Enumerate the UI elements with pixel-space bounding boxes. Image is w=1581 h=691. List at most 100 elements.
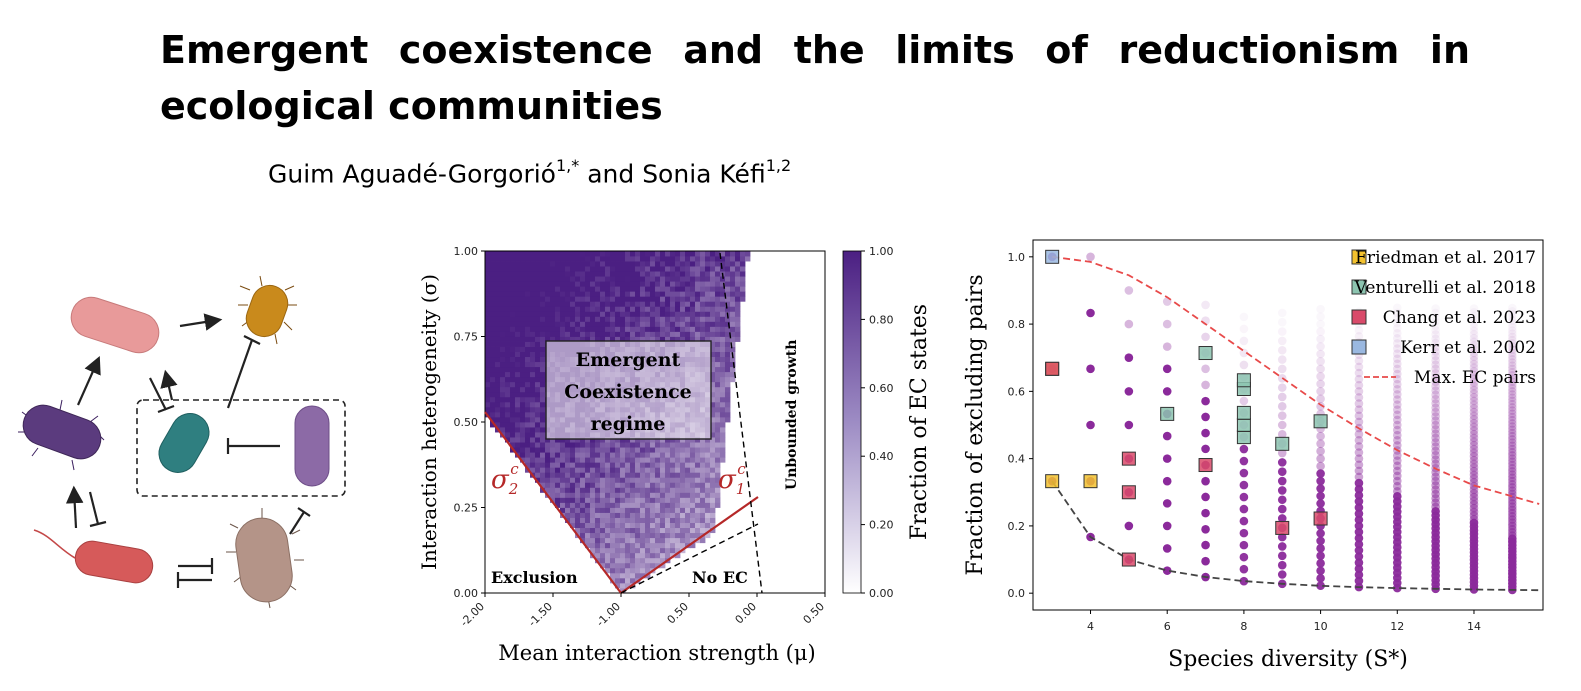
- heatmap-cell: [575, 286, 581, 292]
- heatmap-cell: [665, 532, 671, 539]
- heatmap-cell: [665, 276, 671, 282]
- simulated-dot: [1508, 406, 1517, 415]
- heatmap-cell: [715, 432, 721, 438]
- heatmap-cell: [565, 507, 571, 513]
- heatmap-cell: [615, 301, 621, 307]
- heatmap-cell: [550, 321, 556, 327]
- heatmap-cell: [710, 497, 716, 503]
- heatmap-cell: [585, 537, 591, 544]
- heatmap-cell: [590, 276, 596, 282]
- heatmap-cell: [640, 467, 646, 473]
- heatmap-cell: [660, 462, 666, 468]
- simulated-dot: [1469, 337, 1479, 347]
- heatmap-cell: [700, 281, 706, 287]
- heatmap-cell: [585, 271, 591, 277]
- heatmap-cell: [655, 251, 661, 257]
- heatmap-cell: [565, 256, 571, 262]
- heatmap-cell: [485, 296, 491, 302]
- heatmap-cell: [535, 416, 541, 423]
- heatmap-cell: [660, 291, 666, 297]
- heatmap-cell: [540, 371, 546, 378]
- heatmap-cell: [625, 557, 631, 564]
- heatmap-cell: [535, 422, 541, 428]
- heatmap-cell: [560, 276, 566, 282]
- heatmap-cell: [520, 432, 526, 438]
- heatmap-cell: [710, 251, 716, 257]
- heatmap-cell: [655, 321, 661, 327]
- heatmap-cell: [590, 326, 596, 332]
- heatmap-cell: [650, 442, 656, 448]
- heatmap-cell: [710, 316, 716, 322]
- heatmap-cell: [650, 552, 656, 559]
- simulated-dot: [1354, 448, 1364, 457]
- heatmap-cell: [495, 286, 501, 292]
- heatmap-cell: [605, 311, 611, 317]
- heatmap-cell: [620, 331, 626, 337]
- heatmap-cell: [520, 341, 526, 347]
- heatmap-cell: [630, 311, 636, 317]
- heatmap-cell: [580, 311, 586, 317]
- heatmap-cell: [575, 331, 581, 337]
- heatmap-cell: [545, 301, 551, 307]
- regime-label-line: Emergent: [576, 349, 681, 371]
- heatmap-cell: [705, 507, 711, 513]
- heatmap-cell: [580, 442, 586, 448]
- heatmap-cell: [615, 542, 621, 549]
- heatmap-cell: [670, 321, 676, 327]
- heatmap-cell: [690, 532, 696, 539]
- heatmap-cell: [630, 296, 636, 302]
- heatmap-cell: [645, 281, 651, 287]
- heatmap-cell: [690, 306, 696, 312]
- heatmap-cell: [725, 301, 731, 307]
- simulated-dot: [1277, 551, 1287, 561]
- heatmap-cell: [570, 487, 576, 493]
- experiment-marker: [1236, 418, 1251, 432]
- heatmap-cell: [720, 296, 726, 302]
- simulated-dot: [1316, 581, 1325, 591]
- simulated-dot: [1124, 353, 1134, 363]
- simulated-dot: [1124, 387, 1134, 396]
- heatmap-cell: [540, 376, 546, 383]
- simulated-dot: [1508, 361, 1517, 371]
- heatmap-cell: [490, 411, 496, 418]
- paper-title: Emergent coexistence and the limits of r…: [160, 28, 1470, 128]
- heatmap-cell: [715, 442, 721, 448]
- heatmap-cell: [740, 296, 746, 302]
- heatmap-cell: [700, 492, 706, 498]
- heatmap-cell: [525, 361, 531, 368]
- heatmap-cell: [680, 336, 686, 342]
- heatmap-cell: [530, 366, 536, 373]
- heatmap-cell: [720, 351, 726, 358]
- heatmap-cell: [580, 462, 586, 468]
- heatmap-cell: [660, 527, 666, 534]
- heatmap-cell: [600, 437, 606, 443]
- heatmap-cell: [615, 256, 621, 262]
- heatmap-cell: [720, 396, 726, 403]
- simulated-dot: [1354, 527, 1364, 537]
- heatmap-cell: [530, 422, 536, 428]
- heatmap-cell: [700, 487, 706, 493]
- heatmap-cell: [720, 281, 726, 287]
- simulated-dot: [1277, 336, 1287, 346]
- heatmap-cell: [630, 557, 636, 564]
- heatmap-cell: [580, 497, 586, 503]
- simulated-dot: [1508, 457, 1517, 467]
- heatmap-cell: [715, 346, 721, 352]
- simulated-dot: [1431, 472, 1440, 482]
- heatmap-cell: [625, 482, 631, 488]
- heatmap-cell: [700, 331, 706, 337]
- heatmap-cell: [715, 462, 721, 468]
- heatmap-cell: [655, 452, 661, 458]
- heatmap-cell: [710, 296, 716, 302]
- heatmap-cell: [680, 477, 686, 483]
- heatmap-cell: [605, 261, 611, 267]
- inhibition-link: [176, 572, 212, 588]
- heatmap-cell: [580, 306, 586, 312]
- simulated-dot: [1392, 441, 1402, 450]
- simulated-dot: [1508, 396, 1517, 406]
- heatmap-cell: [585, 326, 591, 332]
- heatmap-cell: [745, 256, 751, 262]
- heatmap-cell: [530, 427, 536, 433]
- heatmap-cell: [640, 271, 646, 277]
- heatmap-cell: [635, 281, 641, 287]
